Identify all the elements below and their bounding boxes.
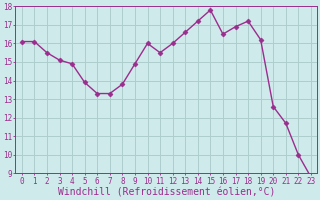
X-axis label: Windchill (Refroidissement éolien,°C): Windchill (Refroidissement éolien,°C) [58, 187, 275, 197]
